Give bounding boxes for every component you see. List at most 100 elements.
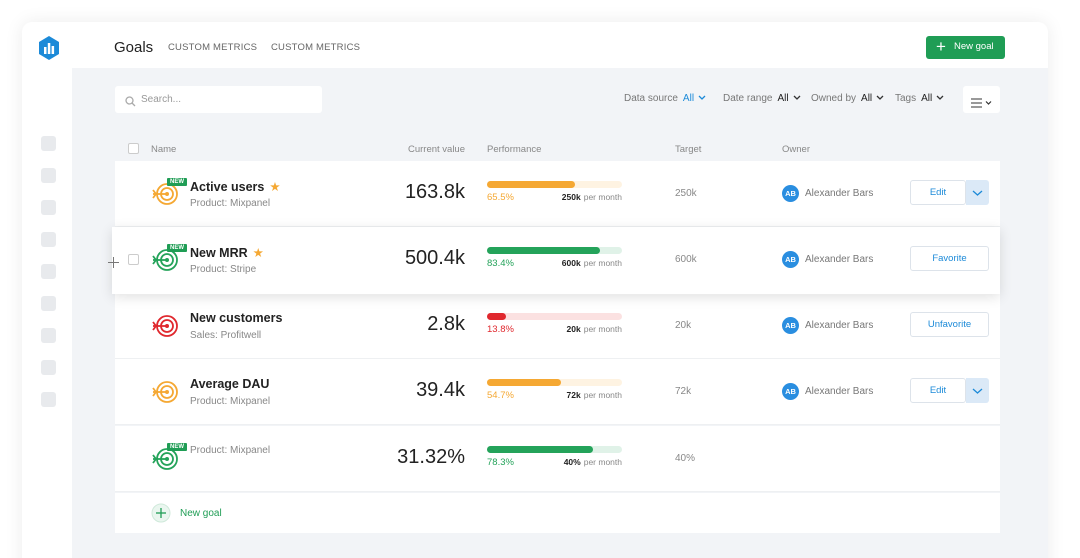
tab[interactable]: CUSTOM METRICS	[271, 42, 361, 53]
sidebar-icon	[41, 200, 56, 215]
logo-part	[44, 47, 47, 54]
period-target: 72k per month	[567, 390, 622, 400]
search-icon-part	[131, 102, 136, 107]
search-icon-part	[125, 96, 136, 107]
period-value: 600k	[561, 258, 581, 268]
goal-name: Average DAU	[190, 377, 270, 391]
filter-value: All	[777, 93, 789, 104]
period-target: 40% per month	[564, 457, 622, 467]
period-value: 72k	[566, 390, 581, 400]
current-value: 163.8k	[404, 181, 465, 203]
goal-icon-part	[152, 381, 178, 403]
period-target: 600k per month	[562, 258, 622, 268]
goal-source: Product: Stripe	[190, 264, 257, 275]
chevron-part	[876, 95, 884, 100]
chevron-part	[698, 95, 706, 100]
filter[interactable]: Data source All	[624, 93, 706, 104]
target: 40%	[675, 453, 696, 464]
action-button[interactable]: Edit	[910, 378, 966, 403]
search-box[interactable]: Search...	[115, 86, 322, 113]
chevron-part	[876, 95, 884, 100]
filter-value: All	[861, 93, 873, 104]
action-button[interactable]: Unfavorite	[910, 312, 989, 337]
goal-icon-part	[152, 189, 158, 199]
period-value: 250k	[561, 192, 581, 202]
goal-name: New customers	[190, 311, 283, 325]
plus-circle-part	[151, 503, 171, 523]
filter[interactable]: Owned by All	[811, 93, 884, 104]
new-goal-label: New goal	[180, 508, 222, 519]
menu-icon-part	[971, 98, 992, 108]
chevron-part	[793, 95, 801, 100]
period-unit: per month	[583, 258, 622, 268]
filter[interactable]: Tags All	[895, 93, 944, 104]
goal-icon	[151, 313, 181, 339]
menu-icon-part	[985, 101, 992, 105]
owner-name: Alexander Bars	[805, 254, 874, 265]
column-header: Target	[675, 144, 702, 155]
sidebar-icon	[41, 392, 56, 407]
period-target: 250k per month	[562, 192, 622, 202]
avatar: AB	[782, 383, 799, 400]
performance-label: 65.5%	[487, 192, 514, 203]
current-value: 39.4k	[416, 379, 465, 401]
goal-icon	[151, 247, 181, 273]
filter-label: Owned by	[811, 93, 857, 104]
action-button[interactable]: Edit	[910, 180, 966, 205]
goal-source: Product: Mixpanel	[190, 445, 271, 456]
search-icon	[125, 94, 136, 107]
search-icon-part	[125, 96, 134, 105]
goal-icon	[151, 379, 181, 405]
current-value: 31.32%	[397, 446, 465, 468]
filter-value: All	[921, 93, 933, 104]
sidebar-icon	[41, 136, 56, 151]
sidebar-icon	[41, 168, 56, 183]
current-value: 2.8k	[427, 313, 465, 335]
performance-bar	[487, 181, 576, 188]
goal-icon-part	[152, 315, 178, 337]
period-value: 20k	[566, 324, 581, 334]
performance-bar	[487, 379, 561, 386]
chevron-part	[793, 95, 801, 100]
new-badge: NEW	[167, 244, 187, 252]
table-row	[115, 359, 1000, 425]
new-goal-button[interactable]: + New goal	[926, 36, 1005, 59]
filter-value: All	[682, 93, 695, 104]
dropdown-button	[966, 180, 989, 205]
chevron	[698, 93, 706, 100]
period-unit: per month	[583, 192, 622, 202]
checkbox[interactable]	[128, 254, 139, 265]
sidebar-icon	[41, 360, 56, 375]
action-button[interactable]: Favorite	[910, 246, 989, 271]
logo-part	[47, 43, 51, 54]
search-placeholder: Search...	[141, 94, 182, 105]
table-row	[115, 426, 1000, 492]
target: 600k	[675, 254, 697, 265]
checkbox[interactable]	[128, 143, 139, 154]
owner-name: Alexander Bars	[805, 188, 874, 199]
goal-name: Active users ★	[190, 180, 281, 194]
chevron-part	[936, 95, 944, 100]
drag-handle	[108, 255, 119, 268]
goal-source: Product: Mixpanel	[190, 198, 271, 209]
period-unit: per month	[583, 457, 622, 467]
dropdown-button-part	[972, 388, 983, 394]
column-header: Name	[151, 144, 177, 155]
avatar: AB	[782, 317, 799, 334]
filter-label: Date range	[723, 93, 773, 104]
dropdown-button-part	[972, 190, 983, 196]
table-row	[112, 227, 1000, 294]
drag-handle-part	[108, 257, 119, 268]
goal-icon-part	[152, 321, 158, 331]
performance-label: 54.7%	[487, 390, 514, 401]
filter[interactable]: Date range All	[723, 93, 801, 104]
dropdown-button-part	[972, 190, 983, 196]
avatar: AB	[782, 251, 799, 268]
menu-button[interactable]	[963, 86, 1000, 113]
target: 250k	[675, 188, 697, 199]
menu-icon	[971, 95, 993, 108]
dropdown-button-part	[972, 388, 983, 394]
new-badge: NEW	[167, 178, 187, 186]
tab[interactable]: CUSTOM METRICS	[168, 42, 258, 53]
